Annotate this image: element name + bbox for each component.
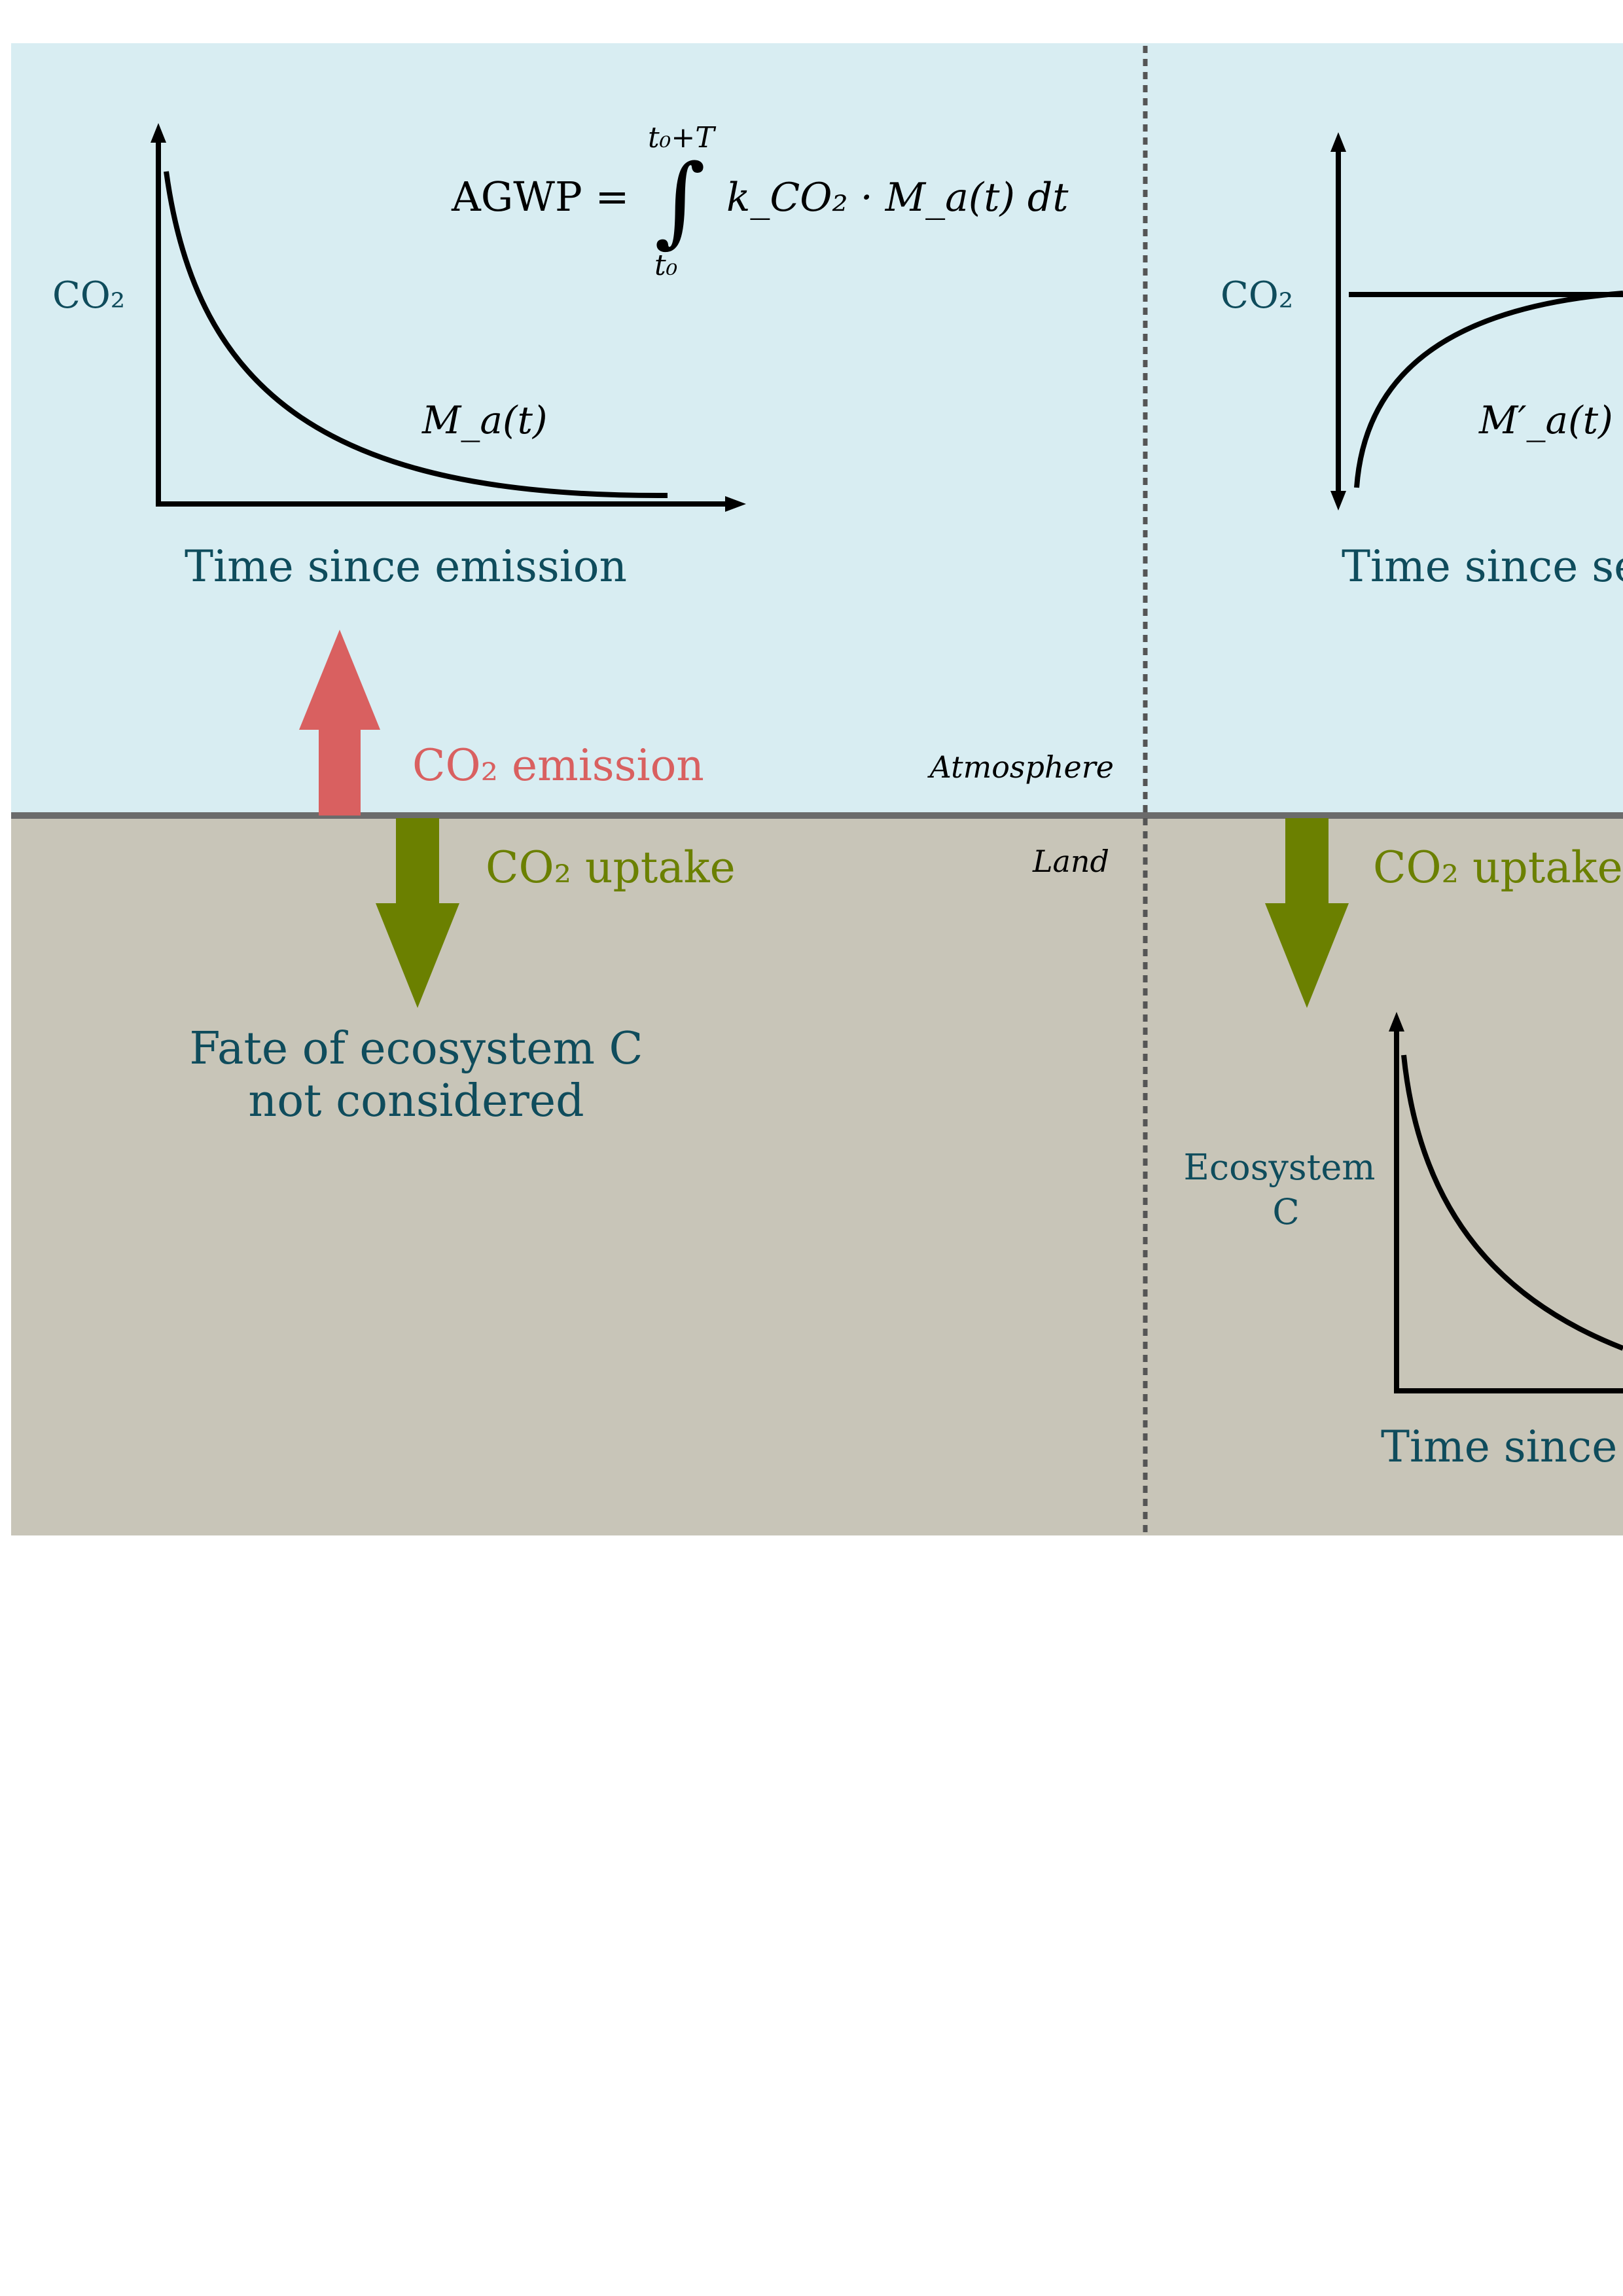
formula-lhs: AGWP = xyxy=(451,173,629,221)
left-atmosphere-chart: CO₂ M_a(t) Time since emission xyxy=(52,123,746,592)
left-uptake-label: CO₂ uptake xyxy=(486,842,736,893)
right-chart-y-arrowhead-down xyxy=(1330,491,1346,511)
atmosphere-label: Atmosphere xyxy=(927,749,1114,785)
atmosphere-zone xyxy=(11,43,1623,816)
formula-lower-limit: t₀ xyxy=(654,249,678,282)
right-uptake-arrow xyxy=(1265,818,1349,1008)
formula-upper-limit: t₀+T xyxy=(648,121,717,154)
land-label: Land xyxy=(1032,844,1109,879)
left-uptake-arrow-shaft xyxy=(396,818,439,905)
right-chart-recovery-curve xyxy=(1354,291,1623,488)
fate-text-line2: not considered xyxy=(248,1075,584,1127)
eco-chart-decay-curve xyxy=(1401,1054,1623,1351)
right-atmosphere-chart: CO₂ M′_a(t) Time since se xyxy=(1221,132,1623,592)
left-chart-decay-curve xyxy=(164,171,668,499)
eco-chart-x-label: Time since xyxy=(1381,1422,1617,1472)
right-chart-x-label: Time since se xyxy=(1342,541,1623,592)
left-uptake-arrow-head xyxy=(376,903,459,1008)
emission-arrow-shaft xyxy=(319,728,361,816)
formula-integrand: k_CO₂ · M_a(t) dt xyxy=(726,175,1069,221)
right-ecosystem-chart: Ecosystem C Time since xyxy=(1184,1012,1623,1472)
left-uptake-arrow xyxy=(376,818,459,1008)
left-chart-x-label: Time since emission xyxy=(185,541,627,592)
fate-text-line1: Fate of ecosystem C xyxy=(189,1023,643,1075)
left-chart-x-arrowhead xyxy=(725,496,746,512)
right-chart-y-arrowhead-up xyxy=(1330,132,1346,152)
agwp-formula: AGWP = ∫ t₀+T t₀ k_CO₂ · M_a(t) dt xyxy=(451,121,1069,282)
left-chart-y-label: CO₂ xyxy=(52,274,125,317)
formula-integral-sign: ∫ xyxy=(654,144,705,258)
right-uptake-label: CO₂ uptake xyxy=(1373,842,1623,893)
right-chart-y-label: CO₂ xyxy=(1221,274,1293,317)
land-zone xyxy=(11,816,1623,1535)
eco-chart-y-label-line1: Ecosystem xyxy=(1184,1147,1376,1188)
emission-arrow-head xyxy=(299,630,380,730)
right-uptake-arrow-head xyxy=(1265,903,1349,1008)
right-uptake-arrow-shaft xyxy=(1285,818,1329,905)
eco-chart-y-label-line2: C xyxy=(1272,1191,1299,1232)
left-chart-curve-label: M_a(t) xyxy=(421,398,548,442)
emission-label: CO₂ emission xyxy=(412,740,704,791)
emission-arrow xyxy=(299,630,380,816)
eco-chart-y-arrowhead xyxy=(1389,1012,1404,1031)
left-chart-y-arrowhead xyxy=(151,123,166,143)
right-chart-curve-label: M′_a(t) xyxy=(1478,398,1613,442)
